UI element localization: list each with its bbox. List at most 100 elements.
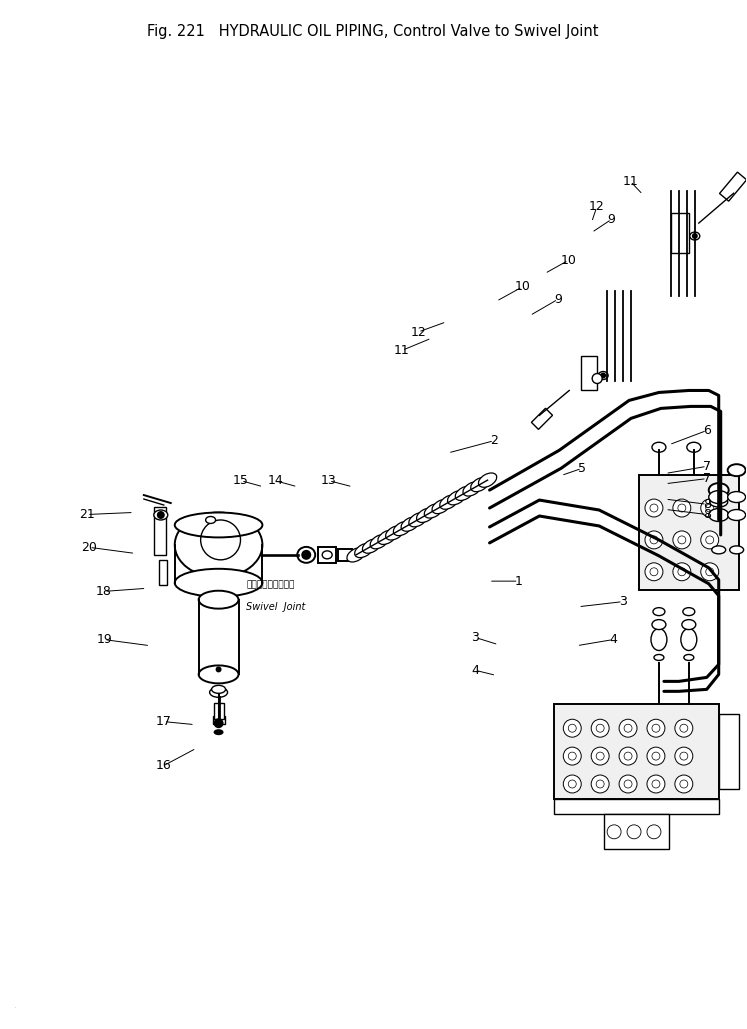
Circle shape — [673, 563, 691, 580]
Ellipse shape — [730, 545, 743, 554]
Bar — [671, 213, 689, 253]
Bar — [604, 814, 669, 849]
Circle shape — [591, 719, 609, 737]
Text: Fig. 221   HYDRAULIC OIL PIPING, Control Valve to Swivel Joint: Fig. 221 HYDRAULIC OIL PIPING, Control V… — [147, 24, 599, 39]
Text: 10: 10 — [560, 254, 577, 267]
Ellipse shape — [347, 547, 365, 562]
Circle shape — [592, 374, 602, 384]
Ellipse shape — [478, 473, 497, 488]
Circle shape — [619, 747, 637, 766]
Ellipse shape — [681, 629, 697, 650]
Ellipse shape — [394, 522, 412, 536]
Circle shape — [619, 775, 637, 793]
Bar — [581, 356, 597, 390]
Ellipse shape — [175, 569, 262, 597]
Circle shape — [673, 499, 691, 517]
Circle shape — [647, 747, 665, 766]
Ellipse shape — [297, 546, 315, 563]
Ellipse shape — [689, 233, 700, 240]
Text: 11: 11 — [622, 175, 638, 188]
Circle shape — [216, 667, 222, 672]
Text: 2: 2 — [490, 434, 498, 448]
Text: 19: 19 — [96, 633, 112, 646]
Ellipse shape — [175, 512, 262, 577]
Ellipse shape — [652, 442, 666, 452]
Ellipse shape — [651, 629, 667, 650]
Ellipse shape — [654, 654, 664, 661]
Ellipse shape — [432, 499, 450, 513]
Ellipse shape — [652, 619, 666, 630]
Ellipse shape — [728, 492, 746, 502]
Text: 8: 8 — [703, 508, 711, 521]
Ellipse shape — [682, 619, 695, 630]
Circle shape — [563, 719, 581, 737]
Ellipse shape — [424, 504, 442, 518]
Ellipse shape — [712, 545, 725, 554]
Bar — [639, 475, 739, 590]
Circle shape — [627, 825, 641, 839]
Text: 4: 4 — [471, 664, 480, 677]
Bar — [719, 714, 739, 789]
Bar — [318, 546, 336, 563]
Bar — [154, 507, 166, 555]
Ellipse shape — [709, 508, 728, 522]
Circle shape — [591, 747, 609, 766]
Ellipse shape — [684, 654, 694, 661]
Text: 20: 20 — [81, 541, 97, 554]
Circle shape — [645, 563, 663, 580]
Ellipse shape — [199, 591, 238, 608]
Ellipse shape — [440, 495, 458, 509]
Circle shape — [647, 719, 665, 737]
Circle shape — [701, 563, 719, 580]
Ellipse shape — [455, 486, 474, 500]
Circle shape — [675, 719, 692, 737]
Text: 3: 3 — [471, 631, 480, 644]
Circle shape — [600, 372, 606, 379]
Ellipse shape — [214, 730, 223, 735]
Circle shape — [591, 775, 609, 793]
Circle shape — [701, 499, 719, 517]
Text: スイベルジョイント: スイベルジョイント — [247, 580, 295, 590]
Ellipse shape — [409, 512, 427, 527]
Circle shape — [647, 775, 665, 793]
Circle shape — [301, 549, 311, 560]
Text: 18: 18 — [96, 584, 112, 598]
Text: 12: 12 — [589, 201, 604, 213]
Text: 21: 21 — [79, 508, 95, 521]
Ellipse shape — [471, 477, 489, 492]
Text: 14: 14 — [267, 474, 283, 487]
Text: 9: 9 — [554, 292, 562, 306]
Ellipse shape — [463, 482, 481, 496]
Ellipse shape — [370, 534, 388, 548]
Ellipse shape — [205, 517, 216, 524]
Bar — [554, 799, 719, 814]
Circle shape — [701, 531, 719, 548]
Circle shape — [563, 775, 581, 793]
Circle shape — [675, 747, 692, 766]
Ellipse shape — [710, 497, 728, 507]
Text: .: . — [13, 1001, 16, 1010]
Text: 17: 17 — [155, 715, 172, 729]
Circle shape — [645, 499, 663, 517]
Text: 4: 4 — [610, 633, 617, 646]
Text: 9: 9 — [608, 213, 616, 225]
Ellipse shape — [447, 491, 466, 505]
Ellipse shape — [683, 608, 695, 615]
Circle shape — [619, 719, 637, 737]
Circle shape — [645, 531, 663, 548]
Bar — [719, 172, 746, 201]
Circle shape — [607, 825, 621, 839]
Ellipse shape — [686, 442, 701, 452]
Circle shape — [692, 233, 698, 239]
Bar — [214, 703, 223, 719]
Ellipse shape — [175, 512, 262, 537]
Ellipse shape — [401, 517, 419, 531]
Ellipse shape — [154, 510, 168, 520]
Text: 5: 5 — [578, 462, 586, 474]
Circle shape — [157, 511, 165, 519]
Ellipse shape — [598, 371, 608, 380]
Text: 11: 11 — [394, 344, 409, 357]
Text: 16: 16 — [156, 759, 172, 772]
Text: 8: 8 — [703, 498, 711, 510]
Ellipse shape — [385, 526, 404, 540]
